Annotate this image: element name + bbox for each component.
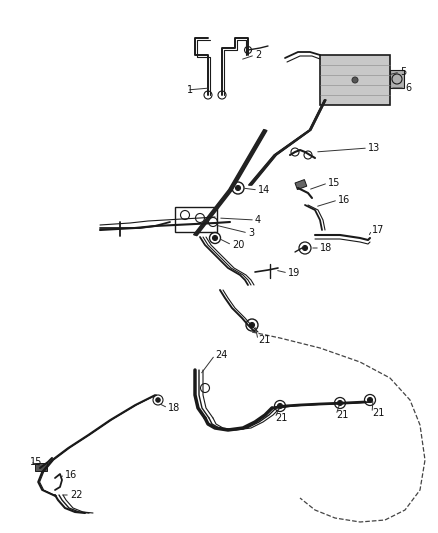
Text: 22: 22: [70, 490, 82, 500]
Text: 19: 19: [288, 268, 300, 278]
Text: 24: 24: [215, 350, 227, 360]
Bar: [295, 180, 307, 190]
Text: 21: 21: [336, 410, 348, 420]
Circle shape: [212, 236, 218, 240]
Bar: [390, 70, 404, 88]
Circle shape: [156, 398, 160, 402]
Circle shape: [352, 77, 358, 83]
Circle shape: [236, 185, 240, 190]
Text: 6: 6: [405, 83, 411, 93]
Text: 18: 18: [168, 403, 180, 413]
Text: 21: 21: [275, 413, 287, 423]
Text: 1: 1: [187, 85, 193, 95]
Text: 16: 16: [338, 195, 350, 205]
Text: 15: 15: [30, 457, 42, 467]
Text: 2: 2: [255, 50, 261, 60]
Circle shape: [367, 398, 372, 402]
Text: 4: 4: [255, 215, 261, 225]
Circle shape: [278, 403, 283, 408]
Text: 21: 21: [372, 408, 385, 418]
Text: 15: 15: [328, 178, 340, 188]
Circle shape: [338, 400, 343, 406]
Text: 5: 5: [400, 67, 406, 77]
Text: 18: 18: [320, 243, 332, 253]
Text: 16: 16: [65, 470, 77, 480]
Text: 17: 17: [372, 225, 385, 235]
Text: 14: 14: [258, 185, 270, 195]
Bar: [320, 55, 390, 105]
Bar: [175, 207, 217, 232]
Circle shape: [303, 246, 307, 251]
Text: 13: 13: [368, 143, 380, 153]
Bar: [35, 463, 47, 471]
Text: 21: 21: [258, 335, 270, 345]
Text: 3: 3: [248, 228, 254, 238]
Circle shape: [250, 322, 254, 327]
Text: 20: 20: [232, 240, 244, 250]
